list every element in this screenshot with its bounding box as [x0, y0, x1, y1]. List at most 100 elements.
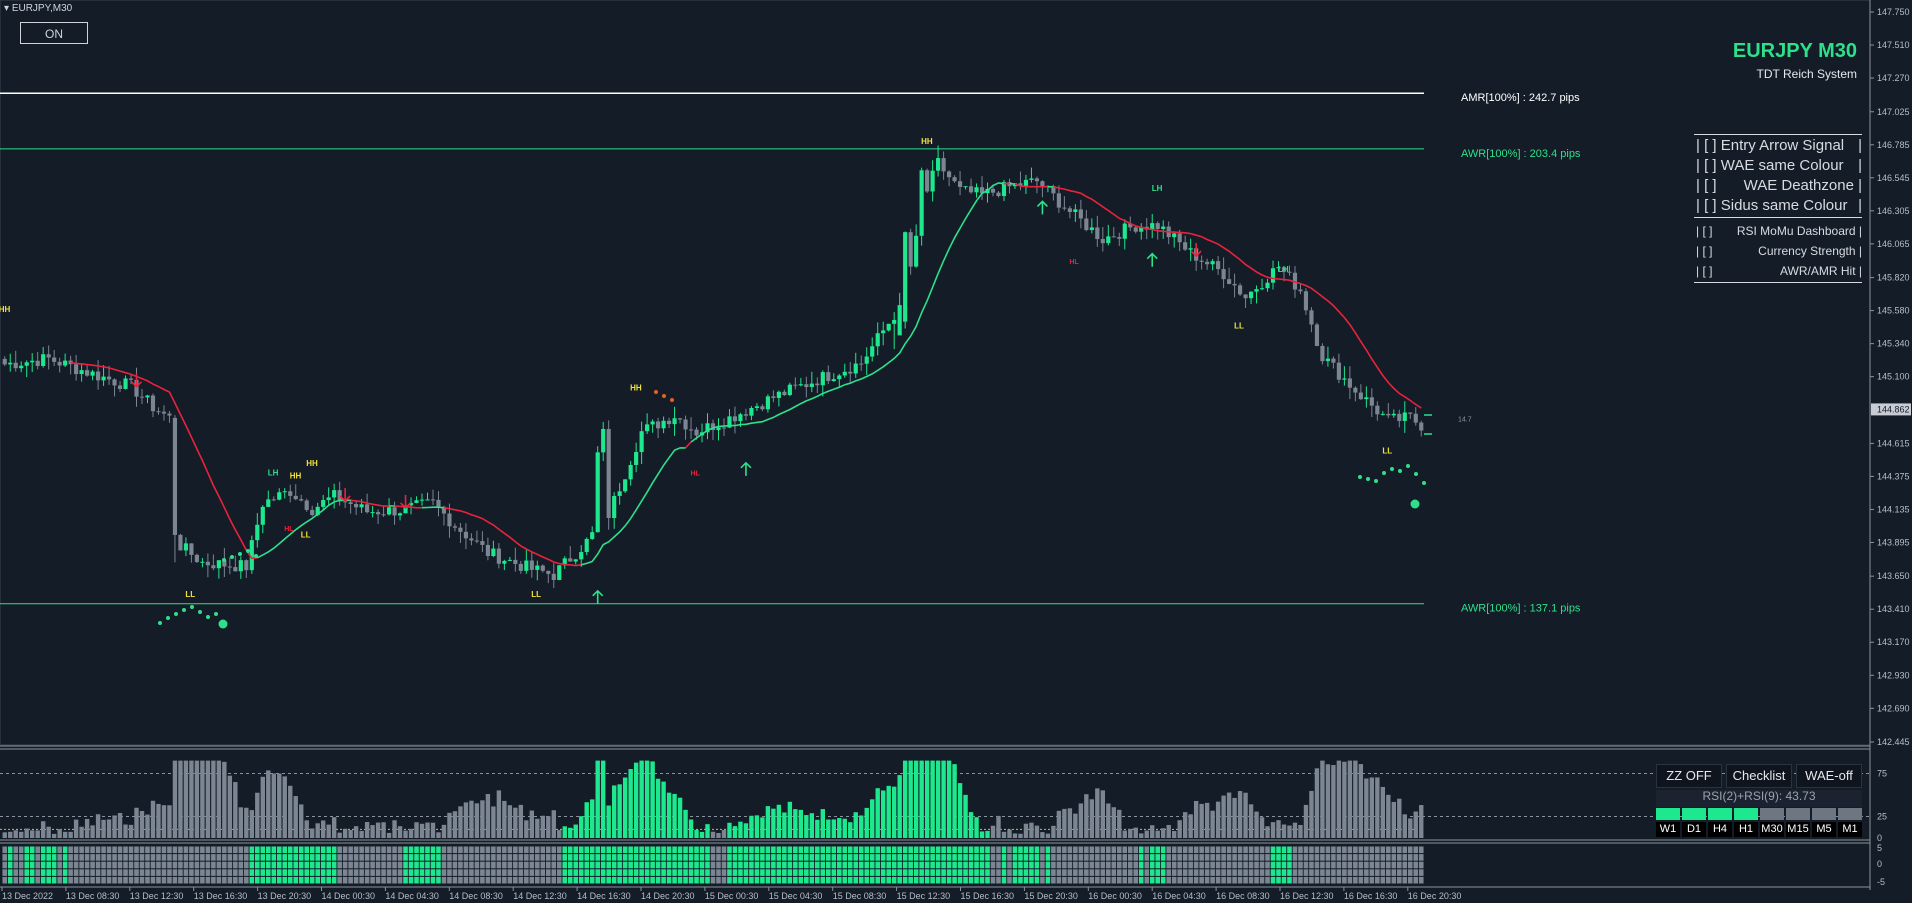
wae-bar	[397, 826, 403, 838]
strength-cell	[403, 846, 408, 854]
strength-cell	[348, 854, 353, 861]
strength-cell	[902, 854, 908, 861]
timeframe-h4[interactable]: H4	[1708, 822, 1732, 837]
strength-cell	[359, 876, 364, 884]
strength-cell	[694, 854, 699, 861]
strength-cell	[364, 876, 370, 884]
wae-bar	[1298, 824, 1303, 838]
strength-cell	[529, 876, 535, 884]
toggle-item-3[interactable]: | [ ] Sidus same Colour |	[1694, 196, 1862, 216]
wae-bar	[419, 823, 425, 838]
strength-cell	[397, 869, 403, 876]
strength-cell	[1160, 861, 1166, 869]
wae-bar	[1100, 790, 1106, 838]
candle-body	[743, 414, 749, 416]
toggle-item-1[interactable]: | [ ] WAE same Colour |	[1694, 156, 1862, 176]
strength-cell	[1364, 869, 1369, 876]
strength-cell	[1396, 869, 1402, 876]
strength-cell	[1105, 869, 1111, 876]
signal-dot	[222, 558, 226, 562]
strength-cell	[1210, 854, 1215, 861]
strength-cell	[282, 876, 288, 884]
strength-cell	[403, 861, 408, 869]
strength-cell	[688, 869, 694, 876]
strength-cell	[864, 846, 870, 854]
strength-cell	[672, 854, 677, 861]
toggle-item-4[interactable]: | [ ] RSI MoMu Dashboard |	[1694, 221, 1862, 241]
strength-cell	[1325, 876, 1331, 884]
toggle-item-5[interactable]: | [ ] Currency Strength |	[1694, 241, 1862, 261]
candle-body	[628, 464, 633, 480]
candle-body	[1342, 378, 1347, 380]
strength-cell	[1095, 846, 1100, 854]
timeframe-d1[interactable]: D1	[1682, 822, 1706, 837]
chevron-down-icon[interactable]: ▾	[4, 3, 10, 14]
strength-cell	[430, 846, 436, 854]
strength-cell	[1127, 876, 1133, 884]
candle-body	[79, 370, 84, 375]
strength-cell	[1138, 876, 1144, 884]
strength-cell	[930, 876, 935, 884]
on-button[interactable]: ON	[20, 22, 88, 44]
signal-dot	[230, 555, 234, 559]
timeframe-m5[interactable]: M5	[1812, 822, 1836, 837]
wae-bar	[661, 781, 666, 838]
strength-cell	[1127, 869, 1133, 876]
strength-cell	[891, 876, 897, 884]
strength-cell	[1248, 846, 1254, 854]
strength-cell	[1062, 861, 1067, 869]
strength-cell	[804, 876, 809, 884]
wae-bar	[447, 812, 452, 838]
strength-cell	[771, 861, 776, 869]
strength-cell	[1073, 869, 1078, 876]
wae-bar	[101, 819, 106, 838]
toggle-item-6[interactable]: | [ ] AWR/AMR Hit |	[1694, 261, 1862, 281]
arrow-down-icon	[1190, 243, 1202, 258]
strength-cell	[1232, 869, 1237, 876]
strength-cell	[529, 854, 535, 861]
strength-cell	[458, 869, 463, 876]
wae-bar	[1402, 814, 1407, 838]
wae-bar	[683, 809, 688, 838]
wae-bar	[353, 826, 359, 838]
wae-bar	[551, 810, 556, 838]
strength-cell	[798, 846, 804, 854]
strength-cell	[831, 861, 837, 869]
toggle-item-label: | [ ]	[1696, 177, 1717, 194]
strength-cell	[1325, 854, 1331, 861]
arrow-up-icon	[1146, 252, 1158, 267]
strength-cell	[458, 846, 463, 854]
candle-body	[1227, 279, 1232, 284]
candle-body	[1095, 227, 1100, 240]
strength-cell	[1051, 854, 1056, 861]
strength-cell	[1276, 876, 1281, 884]
toggle-item-0[interactable]: | [ ] Entry Arrow Signal |	[1694, 136, 1862, 156]
strength-cell	[1171, 861, 1177, 869]
toggle-item-2[interactable]: | [ ] WAE Deathzone |	[1694, 176, 1862, 196]
timeframe-w1[interactable]: W1	[1656, 822, 1680, 837]
candle-body	[1150, 223, 1155, 230]
strength-cell	[419, 861, 425, 869]
dashboard-button-checklist[interactable]: Checklist	[1726, 764, 1792, 788]
dashboard-button-wae-off[interactable]: WAE-off	[1796, 764, 1862, 788]
timeframe-m15[interactable]: M15	[1786, 822, 1810, 837]
strength-cell	[1188, 876, 1193, 884]
strength-cell	[886, 869, 891, 876]
timeframe-m1[interactable]: M1	[1838, 822, 1862, 837]
strength-cell	[1111, 846, 1117, 854]
timeframe-m30[interactable]: M30	[1760, 822, 1784, 837]
wae-bar	[853, 812, 858, 838]
candle-body	[535, 565, 540, 570]
strength-cell	[1056, 869, 1062, 876]
strength-cell	[732, 846, 738, 854]
strength-cell	[589, 876, 595, 884]
strength-cell	[793, 846, 798, 854]
strength-cell	[386, 846, 392, 854]
timeframe-h1[interactable]: H1	[1734, 822, 1758, 837]
dashboard-button-zz-off[interactable]: ZZ OFF	[1656, 764, 1722, 788]
strength-cell	[1155, 869, 1161, 876]
strength-cell	[304, 861, 310, 869]
strength-cell	[1281, 854, 1287, 861]
wae-bar	[924, 760, 930, 838]
